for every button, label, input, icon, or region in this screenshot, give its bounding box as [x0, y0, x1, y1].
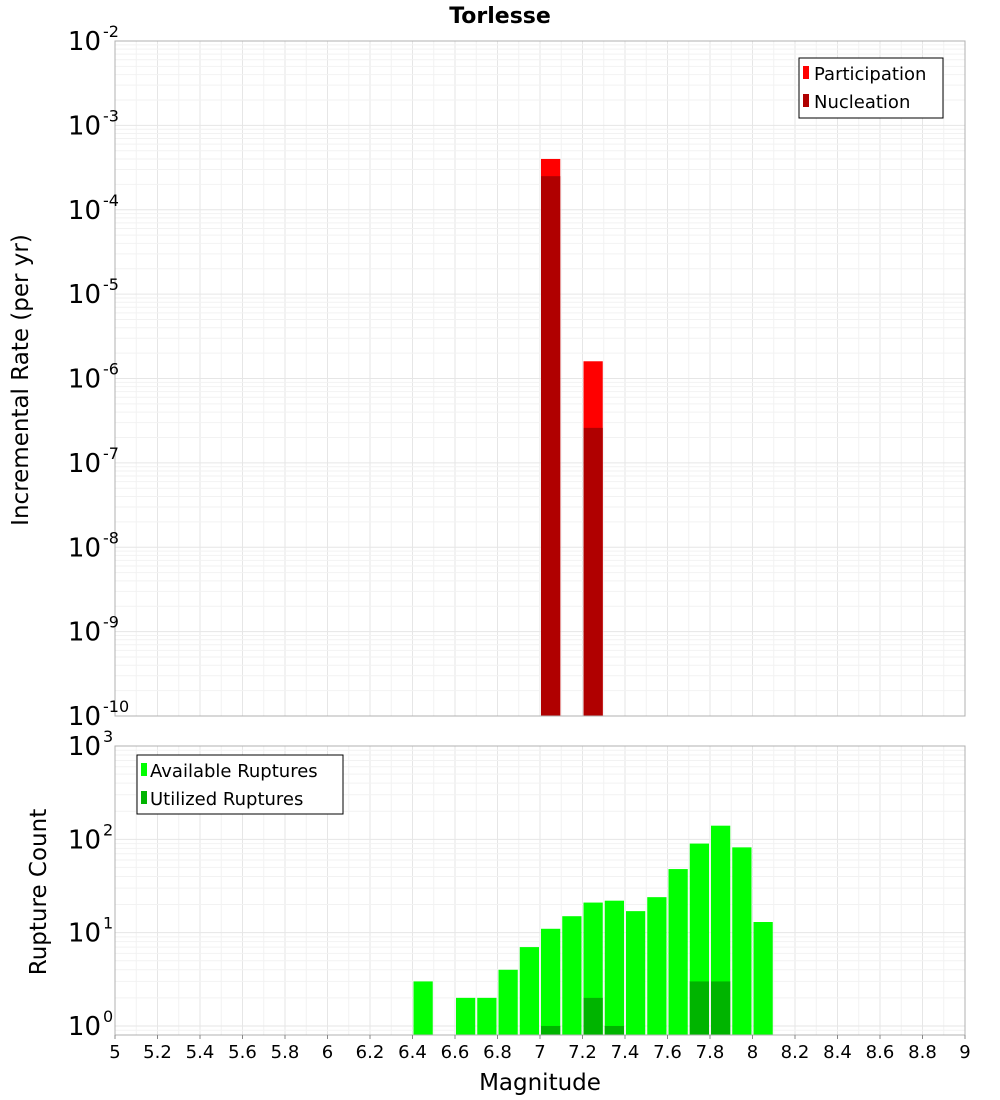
rate-y-tick-base: 10 — [68, 111, 101, 141]
utilized-legend-label: Utilized Ruptures — [150, 789, 303, 810]
count-y-tick-base: 10 — [68, 825, 101, 855]
nucleation-legend-swatch — [803, 94, 809, 107]
count-y-tick-exponent: 0 — [103, 1007, 113, 1026]
rate-y-tick-exponent: -10 — [103, 697, 129, 716]
count-y-tick-exponent: 2 — [103, 820, 113, 839]
count-legend: Available Ruptures Utilized Ruptures — [136, 754, 344, 815]
x-tick-label: 8.4 — [823, 1042, 852, 1063]
x-tick-label: 7.2 — [568, 1042, 597, 1063]
participation-legend-label: Participation — [814, 64, 926, 85]
available-ruptures-bar — [732, 847, 752, 1035]
x-tick-label: 5.4 — [186, 1042, 215, 1063]
utilized-ruptures-bar — [604, 1025, 624, 1035]
utilized-ruptures-bar — [583, 997, 603, 1035]
x-tick-label: 8 — [747, 1042, 758, 1063]
rate-legend: Participation Nucleation — [798, 57, 944, 119]
x-tick-label: 8.6 — [866, 1042, 895, 1063]
rate-y-tick-base: 10 — [68, 27, 101, 57]
count-y-axis-label: Rupture Count — [26, 809, 52, 975]
available-ruptures-bar — [477, 997, 497, 1035]
rate-plot-frame — [114, 40, 966, 717]
available-legend-swatch — [141, 763, 147, 776]
available-ruptures-bar — [541, 928, 561, 1035]
x-tick-label: 8.8 — [908, 1042, 937, 1063]
count-y-tick-exponent: 3 — [103, 727, 113, 746]
rate-y-tick-exponent: -9 — [103, 613, 119, 632]
utilized-legend-swatch — [141, 791, 147, 804]
x-tick-label: 6.6 — [441, 1042, 470, 1063]
x-tick-label: 9 — [959, 1042, 970, 1063]
magnitude-x-ticks: 5 5.2 5.4 5.6 5.8 6 6.2 6.4 6.6 6.8 7 7.2 7.4 7.6 7.8 8… — [109, 1035, 971, 1063]
available-legend-label: Available Ruptures — [150, 761, 318, 782]
rate-y-tick-base: 10 — [68, 196, 101, 226]
count-y-tick-base: 10 — [68, 919, 101, 949]
rate-y-tick-base: 10 — [68, 365, 101, 395]
rate-y-tick-exponent: -3 — [103, 106, 119, 125]
utilized-ruptures-bar — [711, 981, 731, 1035]
x-tick-label: 5.2 — [143, 1042, 172, 1063]
rate-y-tick-base: 10 — [68, 280, 101, 310]
nucleation-legend-label: Nucleation — [814, 92, 910, 113]
chart-title: Torlesse — [449, 4, 551, 29]
rate-y-tick-exponent: -6 — [103, 360, 119, 379]
available-ruptures-bar — [519, 947, 539, 1035]
count-bars — [413, 825, 773, 1035]
magnitude-x-axis-label: Magnitude — [479, 1070, 601, 1096]
utilized-ruptures-bar — [541, 1025, 561, 1035]
available-ruptures-bar — [413, 981, 433, 1035]
x-tick-label: 5.6 — [228, 1042, 257, 1063]
available-ruptures-bar — [562, 916, 582, 1035]
available-ruptures-bar — [647, 897, 667, 1035]
rate-grid — [114, 40, 966, 717]
x-tick-label: 6.8 — [483, 1042, 512, 1063]
x-tick-label: 5 — [109, 1042, 120, 1063]
rate-y-tick-base: 10 — [68, 618, 101, 648]
x-tick-label: 7.4 — [611, 1042, 640, 1063]
x-tick-label: 6.4 — [398, 1042, 427, 1063]
available-ruptures-bar — [456, 997, 476, 1035]
rate-legend-box — [798, 57, 944, 119]
rate-y-axis-label: Incremental Rate (per yr) — [8, 234, 34, 526]
available-ruptures-bar — [498, 969, 518, 1035]
nucleation-bar — [541, 176, 561, 716]
x-tick-label: 7 — [534, 1042, 545, 1063]
available-ruptures-bar — [626, 911, 646, 1035]
count-y-tick-base: 10 — [68, 732, 101, 762]
count-y-tick-exponent: 1 — [103, 914, 113, 933]
rate-y-tick-exponent: -7 — [103, 444, 119, 463]
rate-y-tick-exponent: -5 — [103, 275, 119, 294]
rate-y-tick-base: 10 — [68, 449, 101, 479]
x-tick-label: 7.6 — [653, 1042, 682, 1063]
available-ruptures-bar — [668, 869, 688, 1035]
rate-y-tick-base: 10 — [68, 533, 101, 563]
rate-y-tick-exponent: -8 — [103, 528, 119, 547]
participation-legend-swatch — [803, 66, 809, 79]
nucleation-bar — [583, 427, 603, 716]
x-tick-label: 6.2 — [356, 1042, 385, 1063]
available-ruptures-bar — [604, 900, 624, 1035]
available-ruptures-bar — [753, 922, 773, 1035]
x-tick-label: 8.2 — [781, 1042, 810, 1063]
rate-bars — [541, 158, 603, 717]
x-tick-label: 6 — [322, 1042, 333, 1063]
rate-y-tick-exponent: -2 — [103, 22, 119, 41]
count-y-tick-base: 10 — [68, 1012, 101, 1042]
rate-y-tick-exponent: -4 — [103, 191, 119, 210]
utilized-ruptures-bar — [689, 981, 709, 1035]
rate-y-tick-base: 10 — [68, 702, 101, 732]
count-legend-box — [136, 754, 344, 815]
x-tick-label: 5.8 — [271, 1042, 300, 1063]
x-tick-label: 7.8 — [696, 1042, 725, 1063]
count-grid — [114, 745, 966, 1036]
